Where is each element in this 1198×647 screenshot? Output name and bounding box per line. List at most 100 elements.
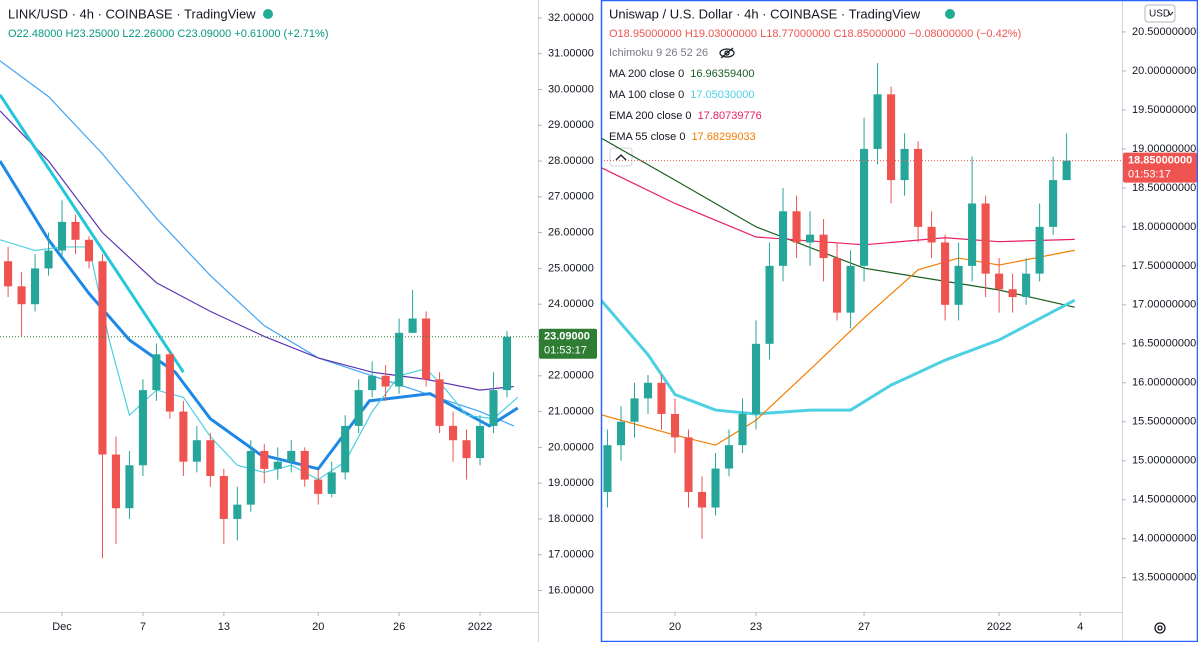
candle-body bbox=[954, 265, 963, 305]
price-tag-label: 18.85000000 bbox=[1128, 155, 1192, 167]
y-tick-label: 16.00000 bbox=[548, 584, 594, 596]
y-tick-label: 32.00000 bbox=[548, 12, 594, 24]
candle-body bbox=[206, 440, 215, 476]
y-tick-label: 31.00000 bbox=[548, 48, 594, 60]
y-tick-label: 18.00000000 bbox=[1132, 221, 1196, 233]
price-tag bbox=[1123, 152, 1197, 183]
y-tick-label: 27.00000 bbox=[548, 191, 594, 203]
status-dot bbox=[945, 9, 955, 19]
candle-body bbox=[31, 268, 40, 305]
candle-body bbox=[435, 379, 444, 426]
candle-body bbox=[1008, 289, 1017, 298]
y-tick-label: 17.50000000 bbox=[1132, 260, 1196, 272]
candle-body bbox=[354, 390, 363, 426]
y-tick-label: 22.00000 bbox=[548, 370, 594, 382]
x-tick-label: Dec bbox=[52, 621, 72, 633]
y-tick-label: 20.50000000 bbox=[1132, 26, 1196, 38]
candle-body bbox=[670, 413, 680, 438]
candle-body bbox=[422, 318, 431, 380]
legend-entry: MA 100 close 0 17.05030000 bbox=[609, 89, 754, 101]
candle-body bbox=[327, 472, 336, 494]
y-tick-label: 18.50000000 bbox=[1132, 182, 1196, 194]
candle-body bbox=[941, 242, 950, 305]
countdown: 01:53:17 bbox=[544, 345, 587, 357]
candle-body bbox=[657, 382, 666, 414]
ohlc: O18.95000000 H19.03000000 L18.77000000 C… bbox=[609, 28, 1021, 40]
indicator[interactable]: Ichimoku 9 26 52 26 bbox=[609, 47, 708, 59]
candle-body bbox=[900, 148, 909, 181]
candle-body bbox=[927, 226, 936, 243]
legend-entry: EMA 200 close 0 17.80739776 bbox=[609, 110, 762, 122]
indicator-line bbox=[602, 249, 1075, 446]
candle-body bbox=[805, 234, 815, 243]
candle-body bbox=[260, 450, 269, 469]
y-tick-label: 20.00000000 bbox=[1132, 65, 1196, 77]
currency-button[interactable] bbox=[1144, 4, 1176, 23]
price-tag-label: 23.09000 bbox=[544, 331, 590, 343]
y-tick-label: 19.00000000 bbox=[1132, 143, 1196, 155]
legend-entry: EMA 55 close 0 17.68299033 bbox=[609, 131, 756, 143]
candle-body bbox=[314, 479, 323, 494]
legend-value: 17.05030000 bbox=[690, 89, 754, 101]
y-tick-label: 19.00000 bbox=[548, 477, 594, 489]
countdown: 01:53:17 bbox=[1128, 169, 1171, 181]
indicator-line bbox=[0, 94, 185, 374]
ohlc: O22.48000 H23.25000 L22.26000 C23.09000 … bbox=[8, 28, 329, 40]
candle-body bbox=[368, 375, 377, 391]
candle-body bbox=[462, 440, 471, 459]
candle-body bbox=[84, 239, 94, 262]
y-tick-label: 14.50000000 bbox=[1132, 494, 1196, 506]
y-tick-label: 25.00000 bbox=[548, 262, 594, 274]
y-tick-label: 17.00000000 bbox=[1132, 299, 1196, 311]
candle-body bbox=[792, 211, 801, 243]
legend-entry: MA 200 close 0 16.96359400 bbox=[609, 68, 754, 80]
y-tick-label: 17.00000 bbox=[548, 549, 594, 561]
x-tick-label: 7 bbox=[140, 621, 146, 633]
hide-icon[interactable] bbox=[719, 47, 735, 59]
y-tick-label: 14.00000000 bbox=[1132, 533, 1196, 545]
collapse-icon bbox=[615, 154, 627, 161]
legend-value: 17.68299033 bbox=[691, 131, 755, 143]
legend-name: MA 100 close 0 bbox=[609, 89, 684, 101]
candle-body bbox=[408, 318, 417, 333]
candle-body bbox=[233, 504, 242, 519]
candle-body bbox=[643, 382, 653, 399]
candle-body bbox=[475, 425, 485, 459]
x-tick-label: 20 bbox=[312, 621, 324, 633]
chart-title: LINK/USD · 4h · COINBASE · TradingView bbox=[8, 6, 256, 21]
collapse-button[interactable] bbox=[609, 147, 633, 167]
y-tick-label: 19.50000000 bbox=[1132, 104, 1196, 116]
candle-body bbox=[44, 250, 53, 269]
x-tick-label: 27 bbox=[858, 621, 870, 633]
candle-body bbox=[616, 421, 626, 446]
candle-body bbox=[341, 425, 350, 473]
caret bbox=[1167, 11, 1174, 16]
y-tick-label: 16.50000000 bbox=[1132, 338, 1196, 350]
candle-body bbox=[98, 261, 107, 455]
link-chart: LINK/USD · 4h · COINBASE · TradingView O… bbox=[0, 6, 597, 633]
candle-body bbox=[751, 343, 761, 414]
candle-body bbox=[603, 445, 612, 492]
candles bbox=[4, 200, 512, 559]
currency: USD bbox=[1149, 9, 1170, 20]
candle-body bbox=[502, 336, 512, 391]
candle-body bbox=[287, 450, 296, 462]
y-tick-label: 21.00000 bbox=[548, 405, 594, 417]
candle-body bbox=[846, 265, 855, 313]
candle-body bbox=[273, 461, 282, 469]
candle-body bbox=[1035, 226, 1044, 274]
legend-name: EMA 200 close 0 bbox=[609, 110, 692, 122]
candle-body bbox=[152, 354, 161, 391]
candle-body bbox=[887, 94, 896, 181]
legend-value: 16.96359400 bbox=[690, 68, 754, 80]
candle-body bbox=[873, 94, 882, 149]
chart-title: Uniswap / U.S. Dollar · 4h · COINBASE · … bbox=[609, 6, 921, 21]
x-tick-label: 26 bbox=[393, 621, 405, 633]
settings-icon[interactable] bbox=[1154, 622, 1166, 634]
candle-body bbox=[138, 390, 147, 466]
candle-body bbox=[724, 445, 734, 469]
y-tick-label: 30.00000 bbox=[548, 83, 594, 95]
candle-body bbox=[981, 203, 990, 274]
